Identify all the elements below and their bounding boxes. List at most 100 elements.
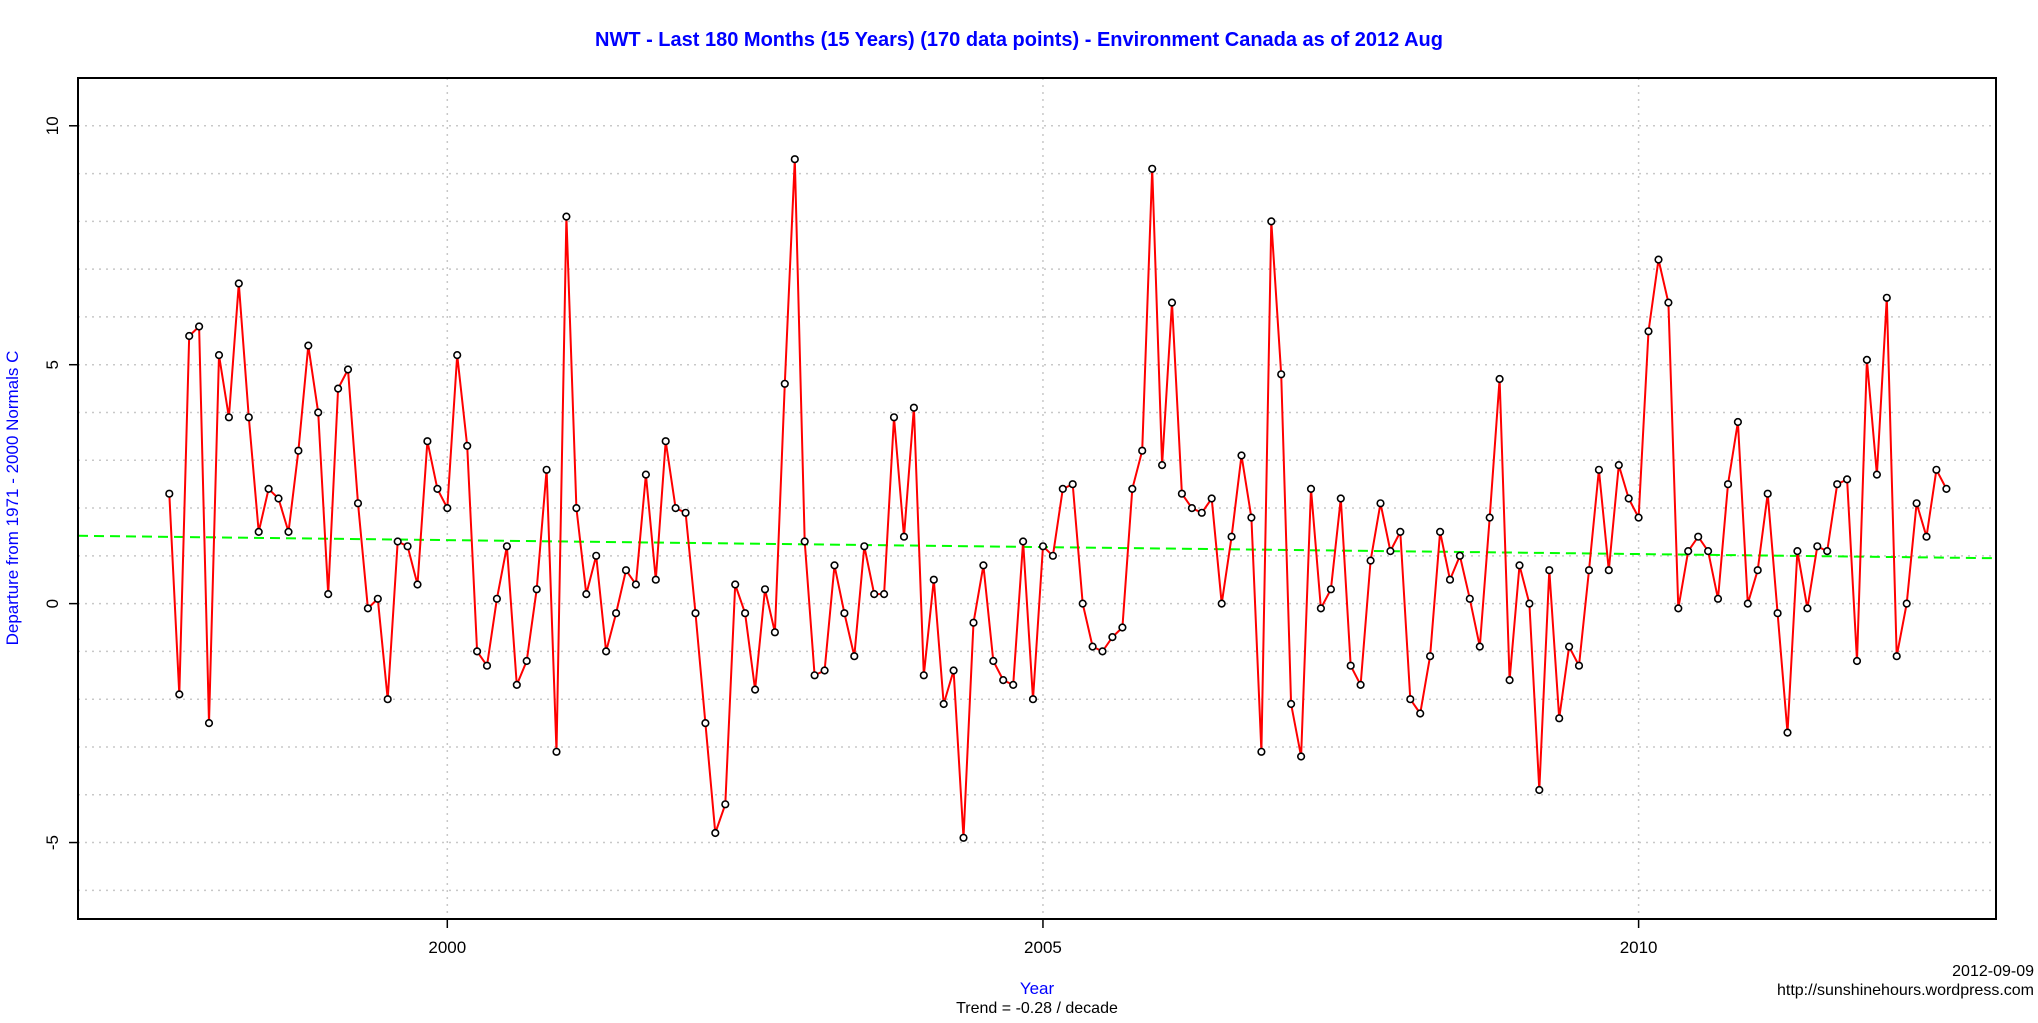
data-point xyxy=(1237,451,1246,460)
data-point xyxy=(1594,465,1603,474)
data-point xyxy=(770,628,780,637)
x-tick-label: 2000 xyxy=(428,938,466,957)
data-point xyxy=(919,671,928,680)
data-point xyxy=(175,690,184,699)
data-point xyxy=(482,661,492,670)
data-point xyxy=(473,647,482,656)
data-point xyxy=(740,609,750,618)
data-point xyxy=(1852,656,1862,666)
grid-layer xyxy=(78,77,1996,919)
data-point xyxy=(959,833,968,842)
data-point xyxy=(562,212,571,221)
data-point xyxy=(1207,494,1216,503)
data-point xyxy=(294,446,303,455)
data-point xyxy=(304,341,313,350)
data-point xyxy=(343,365,353,374)
data-point xyxy=(433,484,442,494)
data-point xyxy=(284,527,293,537)
data-point xyxy=(1088,642,1097,651)
data-point xyxy=(1614,461,1623,470)
data-point xyxy=(1416,709,1425,718)
data-point xyxy=(1703,546,1713,556)
data-point xyxy=(423,437,432,446)
data-point xyxy=(1425,652,1435,661)
data-point xyxy=(1257,747,1266,756)
data-point xyxy=(1078,599,1087,608)
data-point xyxy=(879,589,889,599)
data-point xyxy=(1356,680,1365,690)
data-point xyxy=(1018,537,1028,546)
data-point xyxy=(1773,609,1782,618)
y-tick-label: 5 xyxy=(43,360,62,369)
data-point xyxy=(1098,647,1107,656)
y-tick-label: -5 xyxy=(43,835,62,850)
data-point xyxy=(979,561,988,570)
data-point xyxy=(780,379,789,388)
data-point xyxy=(721,800,730,809)
data-point xyxy=(711,828,720,838)
x-axis-label: Year xyxy=(1020,979,1055,998)
data-point xyxy=(1654,255,1663,264)
data-point xyxy=(1902,599,1911,608)
data-point xyxy=(1118,623,1127,632)
data-point xyxy=(760,585,770,594)
data-point xyxy=(1227,532,1236,541)
x-tick-label: 2005 xyxy=(1024,938,1062,957)
data-point xyxy=(1912,499,1921,508)
data-point xyxy=(1197,508,1206,517)
data-point xyxy=(1515,561,1524,570)
data-point xyxy=(601,647,611,656)
y-axis-label: Departure from 1971 - 2000 Normals C xyxy=(3,351,22,646)
data-point xyxy=(1048,551,1057,560)
data-point xyxy=(1743,599,1752,608)
data-point xyxy=(909,403,919,412)
data-point xyxy=(1038,542,1048,551)
data-point xyxy=(1634,513,1643,522)
data-point xyxy=(1545,566,1554,575)
points-layer xyxy=(165,155,1951,842)
data-point xyxy=(989,656,998,666)
data-point xyxy=(1435,527,1445,537)
data-point xyxy=(1376,499,1385,508)
data-point xyxy=(1247,513,1256,522)
data-point xyxy=(244,413,253,422)
data-point xyxy=(999,675,1008,685)
data-point xyxy=(1783,728,1792,737)
data-point xyxy=(502,542,512,551)
data-point xyxy=(860,542,869,551)
data-point xyxy=(1624,494,1633,503)
data-point xyxy=(532,585,541,594)
data-point xyxy=(810,671,819,680)
data-point xyxy=(234,279,243,288)
data-point xyxy=(214,351,224,360)
data-point xyxy=(522,656,531,666)
data-point xyxy=(651,575,660,584)
data-point xyxy=(383,695,392,704)
data-point xyxy=(1296,752,1306,761)
data-point xyxy=(413,580,422,589)
data-point xyxy=(889,413,899,422)
data-point xyxy=(463,441,472,451)
data-point xyxy=(1396,527,1405,537)
data-point xyxy=(1694,532,1703,541)
data-point xyxy=(750,685,760,694)
data-point xyxy=(1555,714,1564,723)
data-point xyxy=(1316,604,1325,613)
data-point xyxy=(592,551,601,560)
data-point xyxy=(324,589,333,599)
data-point xyxy=(671,504,680,513)
chart-title: NWT - Last 180 Months (15 Years) (170 da… xyxy=(595,29,1443,51)
data-point xyxy=(1336,494,1345,503)
data-point xyxy=(1823,546,1832,556)
data-point xyxy=(373,594,382,603)
data-point xyxy=(1465,594,1474,603)
data-point xyxy=(1684,546,1693,556)
data-point xyxy=(1009,680,1018,690)
data-point xyxy=(1028,695,1038,704)
data-point xyxy=(1833,480,1842,489)
data-point xyxy=(1148,164,1157,173)
data-point xyxy=(790,155,799,164)
data-point xyxy=(929,575,938,584)
